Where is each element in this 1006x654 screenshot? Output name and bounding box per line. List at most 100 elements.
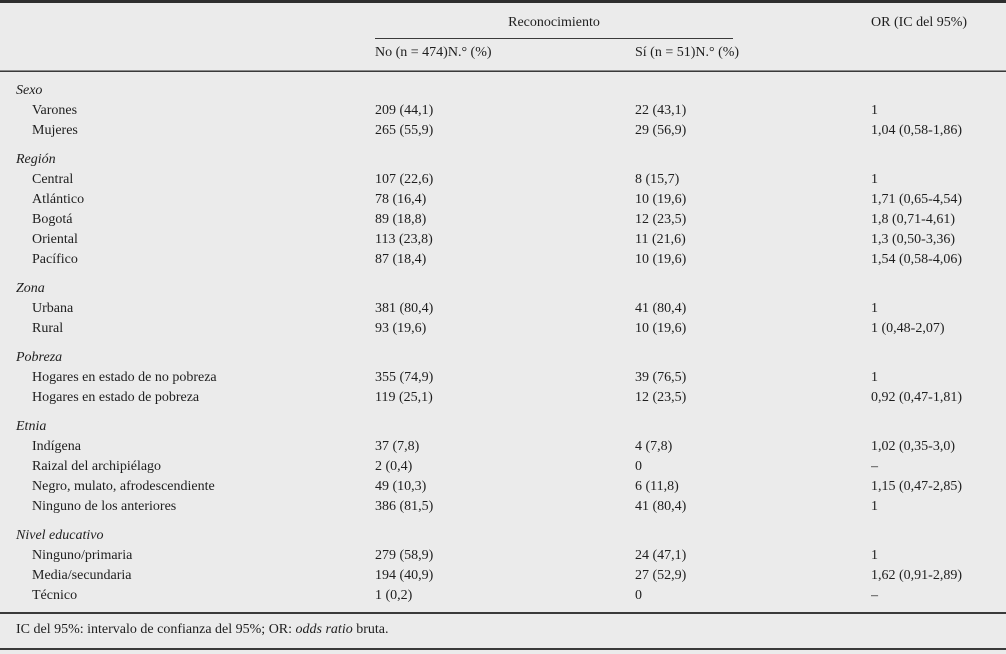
table-header: Reconocimiento OR (IC del 95%) No (n = 4…	[0, 3, 1006, 72]
cell-si: 12 (23,5)	[635, 390, 687, 405]
section-row: Pobreza	[0, 339, 1006, 368]
cell-or: 1	[871, 370, 879, 385]
row-label: Varones	[32, 103, 78, 118]
row-label: Técnico	[32, 588, 78, 603]
row-label: Ninguno de los anteriores	[32, 499, 177, 514]
column-group-header: Reconocimiento	[375, 13, 734, 39]
cell-si: 41 (80,4)	[635, 499, 687, 514]
statistics-table: Reconocimiento OR (IC del 95%) No (n = 4…	[0, 3, 1006, 606]
table-row: Indígena 37 (7,8) 4 (7,8) 1,02 (0,35-3,0)	[0, 437, 1006, 457]
cell-si: 4 (7,8)	[635, 439, 673, 454]
empty-header-cell	[0, 3, 375, 70]
cell-or: 1,71 (0,65-4,54)	[871, 192, 963, 207]
cell-no: 2 (0,4)	[375, 459, 413, 474]
cell-no: 87 (18,4)	[375, 252, 427, 267]
footnote-prefix: IC del 95%: intervalo de confianza del 9…	[16, 622, 296, 637]
table-row: Técnico 1 (0,2) 0 –	[0, 586, 1006, 606]
header-divider-row	[0, 70, 1006, 72]
cell-no: 49 (10,3)	[375, 479, 427, 494]
row-label: Pacífico	[32, 252, 78, 267]
cell-no: 355 (74,9)	[375, 370, 434, 385]
cell-or: 1,62 (0,91-2,89)	[871, 568, 963, 583]
cell-or: 1,15 (0,47-2,85)	[871, 479, 963, 494]
cell-no: 93 (19,6)	[375, 321, 427, 336]
row-label: Bogotá	[32, 212, 73, 227]
cell-or: 1,02 (0,35-3,0)	[871, 439, 956, 454]
cell-si: 11 (21,6)	[635, 232, 686, 247]
cell-si: 24 (47,1)	[635, 548, 687, 563]
section-row: Sexo	[0, 72, 1006, 101]
cell-si: 10 (19,6)	[635, 321, 687, 336]
column-group-cell: Reconocimiento	[375, 3, 871, 39]
cell-no: 194 (40,9)	[375, 568, 434, 583]
row-label: Raizal del archipiélago	[32, 459, 162, 474]
row-label: Hogares en estado de pobreza	[32, 390, 200, 405]
section-label: Pobreza	[16, 350, 63, 365]
row-label: Central	[32, 172, 74, 187]
table-row: Hogares en estado de pobreza 119 (25,1) 12…	[0, 388, 1006, 408]
cell-or: 1	[871, 548, 879, 563]
cell-si: 29 (56,9)	[635, 123, 687, 138]
row-label: Atlántico	[32, 192, 85, 207]
cell-or: 1 (0,48-2,07)	[871, 321, 945, 336]
cell-or: 1	[871, 103, 879, 118]
section-row: Zona	[0, 270, 1006, 299]
cell-or: 1,04 (0,58-1,86)	[871, 123, 963, 138]
cell-si: 27 (52,9)	[635, 568, 687, 583]
cell-no: 78 (16,4)	[375, 192, 427, 207]
row-label: Indígena	[32, 439, 81, 454]
cell-no: 209 (44,1)	[375, 103, 434, 118]
column-header-si: Sí (n = 51)N.° (%)	[635, 45, 740, 60]
cell-si: 0	[635, 459, 642, 474]
table-row: Ninguno/primaria 279 (58,9) 24 (47,1) 1	[0, 546, 1006, 566]
table-footnote: IC del 95%: intervalo de confianza del 9…	[0, 612, 1006, 650]
cell-or: 1,54 (0,58-4,06)	[871, 252, 963, 267]
cell-no: 279 (58,9)	[375, 548, 434, 563]
table-row: Rural 93 (19,6) 10 (19,6) 1 (0,48-2,07)	[0, 319, 1006, 339]
table-row: Mujeres 265 (55,9) 29 (56,9) 1,04 (0,58-1,8…	[0, 121, 1006, 141]
cell-or: 1	[871, 301, 879, 316]
cell-no: 265 (55,9)	[375, 123, 434, 138]
table-row: Hogares en estado de no pobreza 355 (74,9…	[0, 368, 1006, 388]
cell-or: 1,3 (0,50-3,36)	[871, 232, 956, 247]
row-label: Rural	[32, 321, 64, 336]
cell-no: 89 (18,8)	[375, 212, 427, 227]
row-label: Urbana	[32, 301, 74, 316]
section-row: Etnia	[0, 408, 1006, 437]
cell-or: 1	[871, 172, 879, 187]
cell-si: 10 (19,6)	[635, 192, 687, 207]
header-subcolumns-row: No (n = 474)N.° (%) Sí (n = 51)N.° (%)	[0, 39, 1006, 70]
section-label: Sexo	[16, 83, 43, 98]
cell-no: 386 (81,5)	[375, 499, 434, 514]
header-divider-cell	[0, 70, 1006, 72]
cell-si: 41 (80,4)	[635, 301, 687, 316]
column-header-no: No (n = 474)N.° (%)	[375, 45, 492, 60]
cell-no: 107 (22,6)	[375, 172, 434, 187]
cell-no: 113 (23,8)	[375, 232, 433, 247]
row-label: Mujeres	[32, 123, 78, 138]
footnote-italic-term: odds ratio	[295, 622, 353, 637]
cell-or: 1	[871, 499, 879, 514]
footnote-suffix: bruta.	[352, 622, 389, 637]
table-row: Ninguno de los anteriores 386 (81,5) 41 (8…	[0, 497, 1006, 517]
section-label: Etnia	[16, 419, 47, 434]
cell-no: 381 (80,4)	[375, 301, 434, 316]
cell-si: 0	[635, 588, 642, 603]
row-label: Oriental	[32, 232, 78, 247]
row-label: Negro, mulato, afrodescendiente	[32, 479, 215, 494]
row-label: Hogares en estado de no pobreza	[32, 370, 217, 385]
table-row: Oriental 113 (23,8) 11 (21,6) 1,3 (0,50-3,3…	[0, 230, 1006, 250]
section-label: Zona	[16, 281, 45, 296]
cell-or: 0,92 (0,47-1,81)	[871, 390, 963, 405]
table-row: Negro, mulato, afrodescendiente 49 (10,3)…	[0, 477, 1006, 497]
table-row: Varones 209 (44,1) 22 (43,1) 1	[0, 101, 1006, 121]
cell-si: 10 (19,6)	[635, 252, 687, 267]
header-group-row: Reconocimiento OR (IC del 95%)	[0, 3, 1006, 39]
row-label: Ninguno/primaria	[32, 548, 133, 563]
table-row: Pacífico 87 (18,4) 10 (19,6) 1,54 (0,58-4,0…	[0, 250, 1006, 270]
cell-si: 12 (23,5)	[635, 212, 687, 227]
table-body: Sexo Varones 209 (44,1) 22 (43,1) 1 Mujeres 26…	[0, 72, 1006, 606]
table-row: Bogotá 89 (18,8) 12 (23,5) 1,8 (0,71-4,61)	[0, 210, 1006, 230]
section-row: Nivel educativo	[0, 517, 1006, 546]
